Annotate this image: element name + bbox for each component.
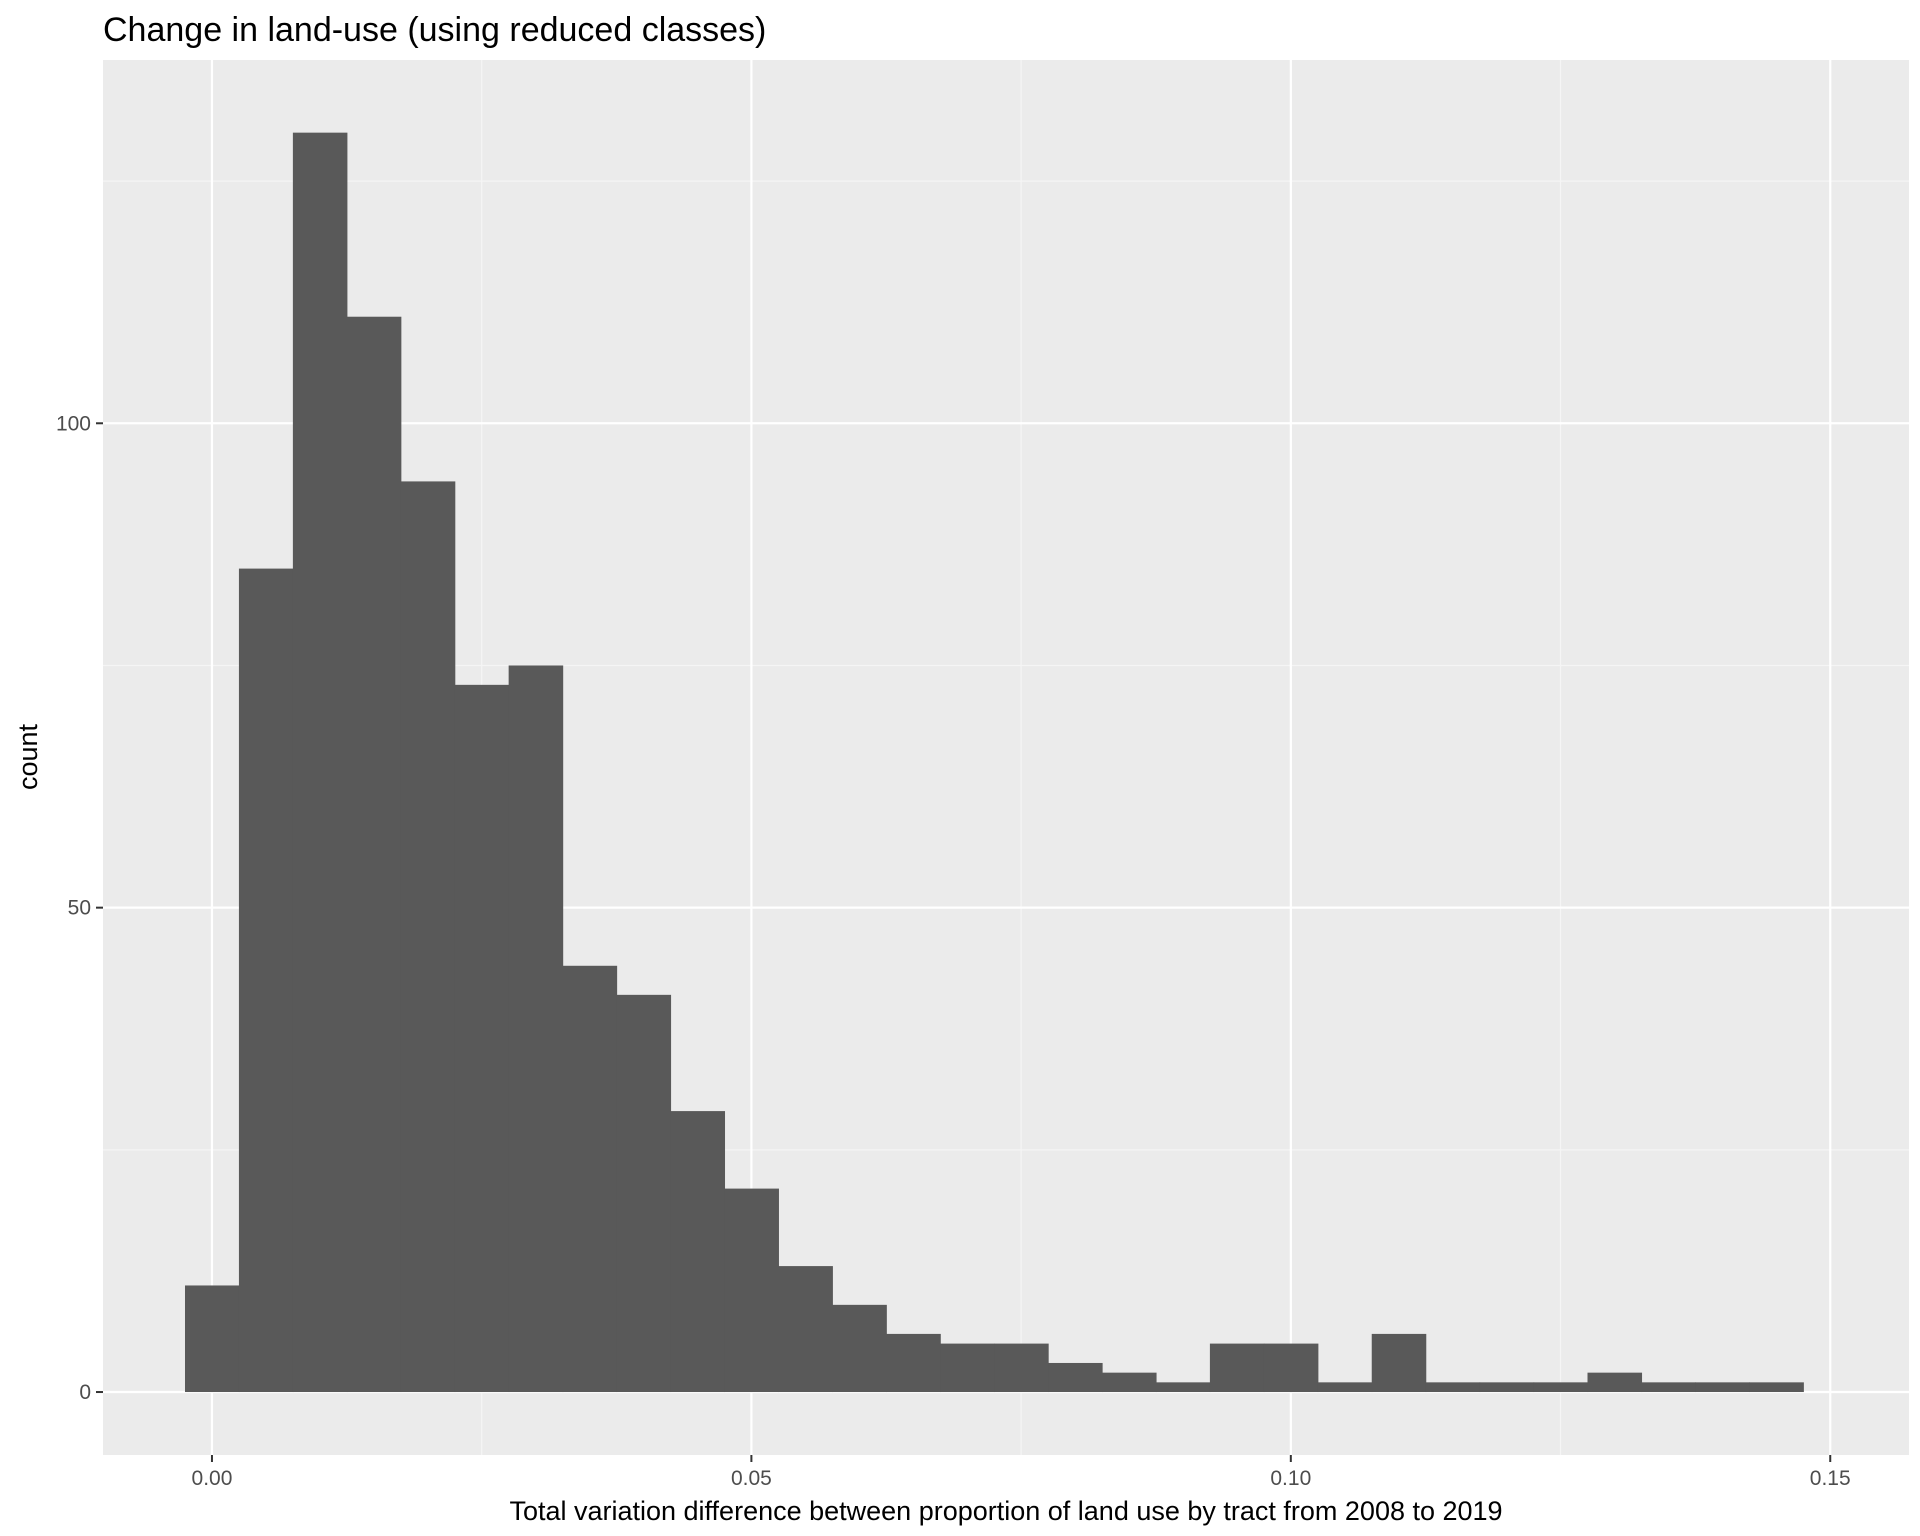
histogram-bar	[1749, 1382, 1804, 1393]
histogram-bar	[670, 1111, 726, 1393]
histogram-bar	[1587, 1372, 1643, 1393]
histogram-bar	[508, 665, 564, 1393]
y-axis-ticks: 0 50 100	[56, 412, 103, 1404]
chart-title: Change in land-use (using reduced classe…	[103, 11, 766, 49]
histogram-bar	[1102, 1372, 1157, 1393]
histogram-bar	[1371, 1333, 1427, 1393]
histogram-bar	[1425, 1382, 1481, 1393]
x-tick-label: 0.15	[1810, 1467, 1851, 1490]
histogram-bar	[1155, 1382, 1211, 1393]
x-tick-label: 0.10	[1270, 1467, 1311, 1490]
y-tick-label: 100	[56, 412, 91, 435]
histogram-bar	[1641, 1382, 1696, 1393]
histogram-bar	[184, 1285, 240, 1393]
histogram-bar	[724, 1188, 779, 1393]
x-tick-label: 0.00	[192, 1467, 233, 1490]
histogram-bars	[184, 132, 1804, 1393]
histogram-bar	[1048, 1362, 1103, 1393]
histogram-bar	[454, 684, 510, 1393]
histogram-bar	[562, 965, 618, 1393]
histogram-bar	[400, 481, 456, 1393]
histogram-bar	[292, 132, 348, 1393]
histogram-bar	[616, 994, 672, 1393]
histogram-bar	[778, 1266, 833, 1393]
histogram-bar	[1209, 1343, 1265, 1393]
histogram-bar	[346, 316, 402, 1393]
x-axis-ticks: 0.00 0.05 0.10 0.15	[192, 1455, 1851, 1490]
histogram-bar	[994, 1343, 1049, 1393]
histogram-bar	[1533, 1382, 1589, 1393]
x-tick-label: 0.05	[731, 1467, 772, 1490]
histogram-bar	[832, 1304, 887, 1393]
histogram-bar	[1695, 1382, 1750, 1393]
histogram-bar	[940, 1343, 995, 1393]
histogram-bar	[1263, 1343, 1319, 1393]
histogram-bar	[1317, 1382, 1373, 1393]
histogram-bar	[1479, 1382, 1535, 1393]
y-axis-title: count	[13, 723, 43, 790]
histogram-bar	[886, 1333, 941, 1393]
y-tick-label: 0	[79, 1381, 91, 1404]
y-tick-label: 50	[68, 897, 91, 920]
x-axis-title: Total variation difference between propo…	[509, 1496, 1502, 1526]
histogram-bar	[238, 568, 294, 1393]
